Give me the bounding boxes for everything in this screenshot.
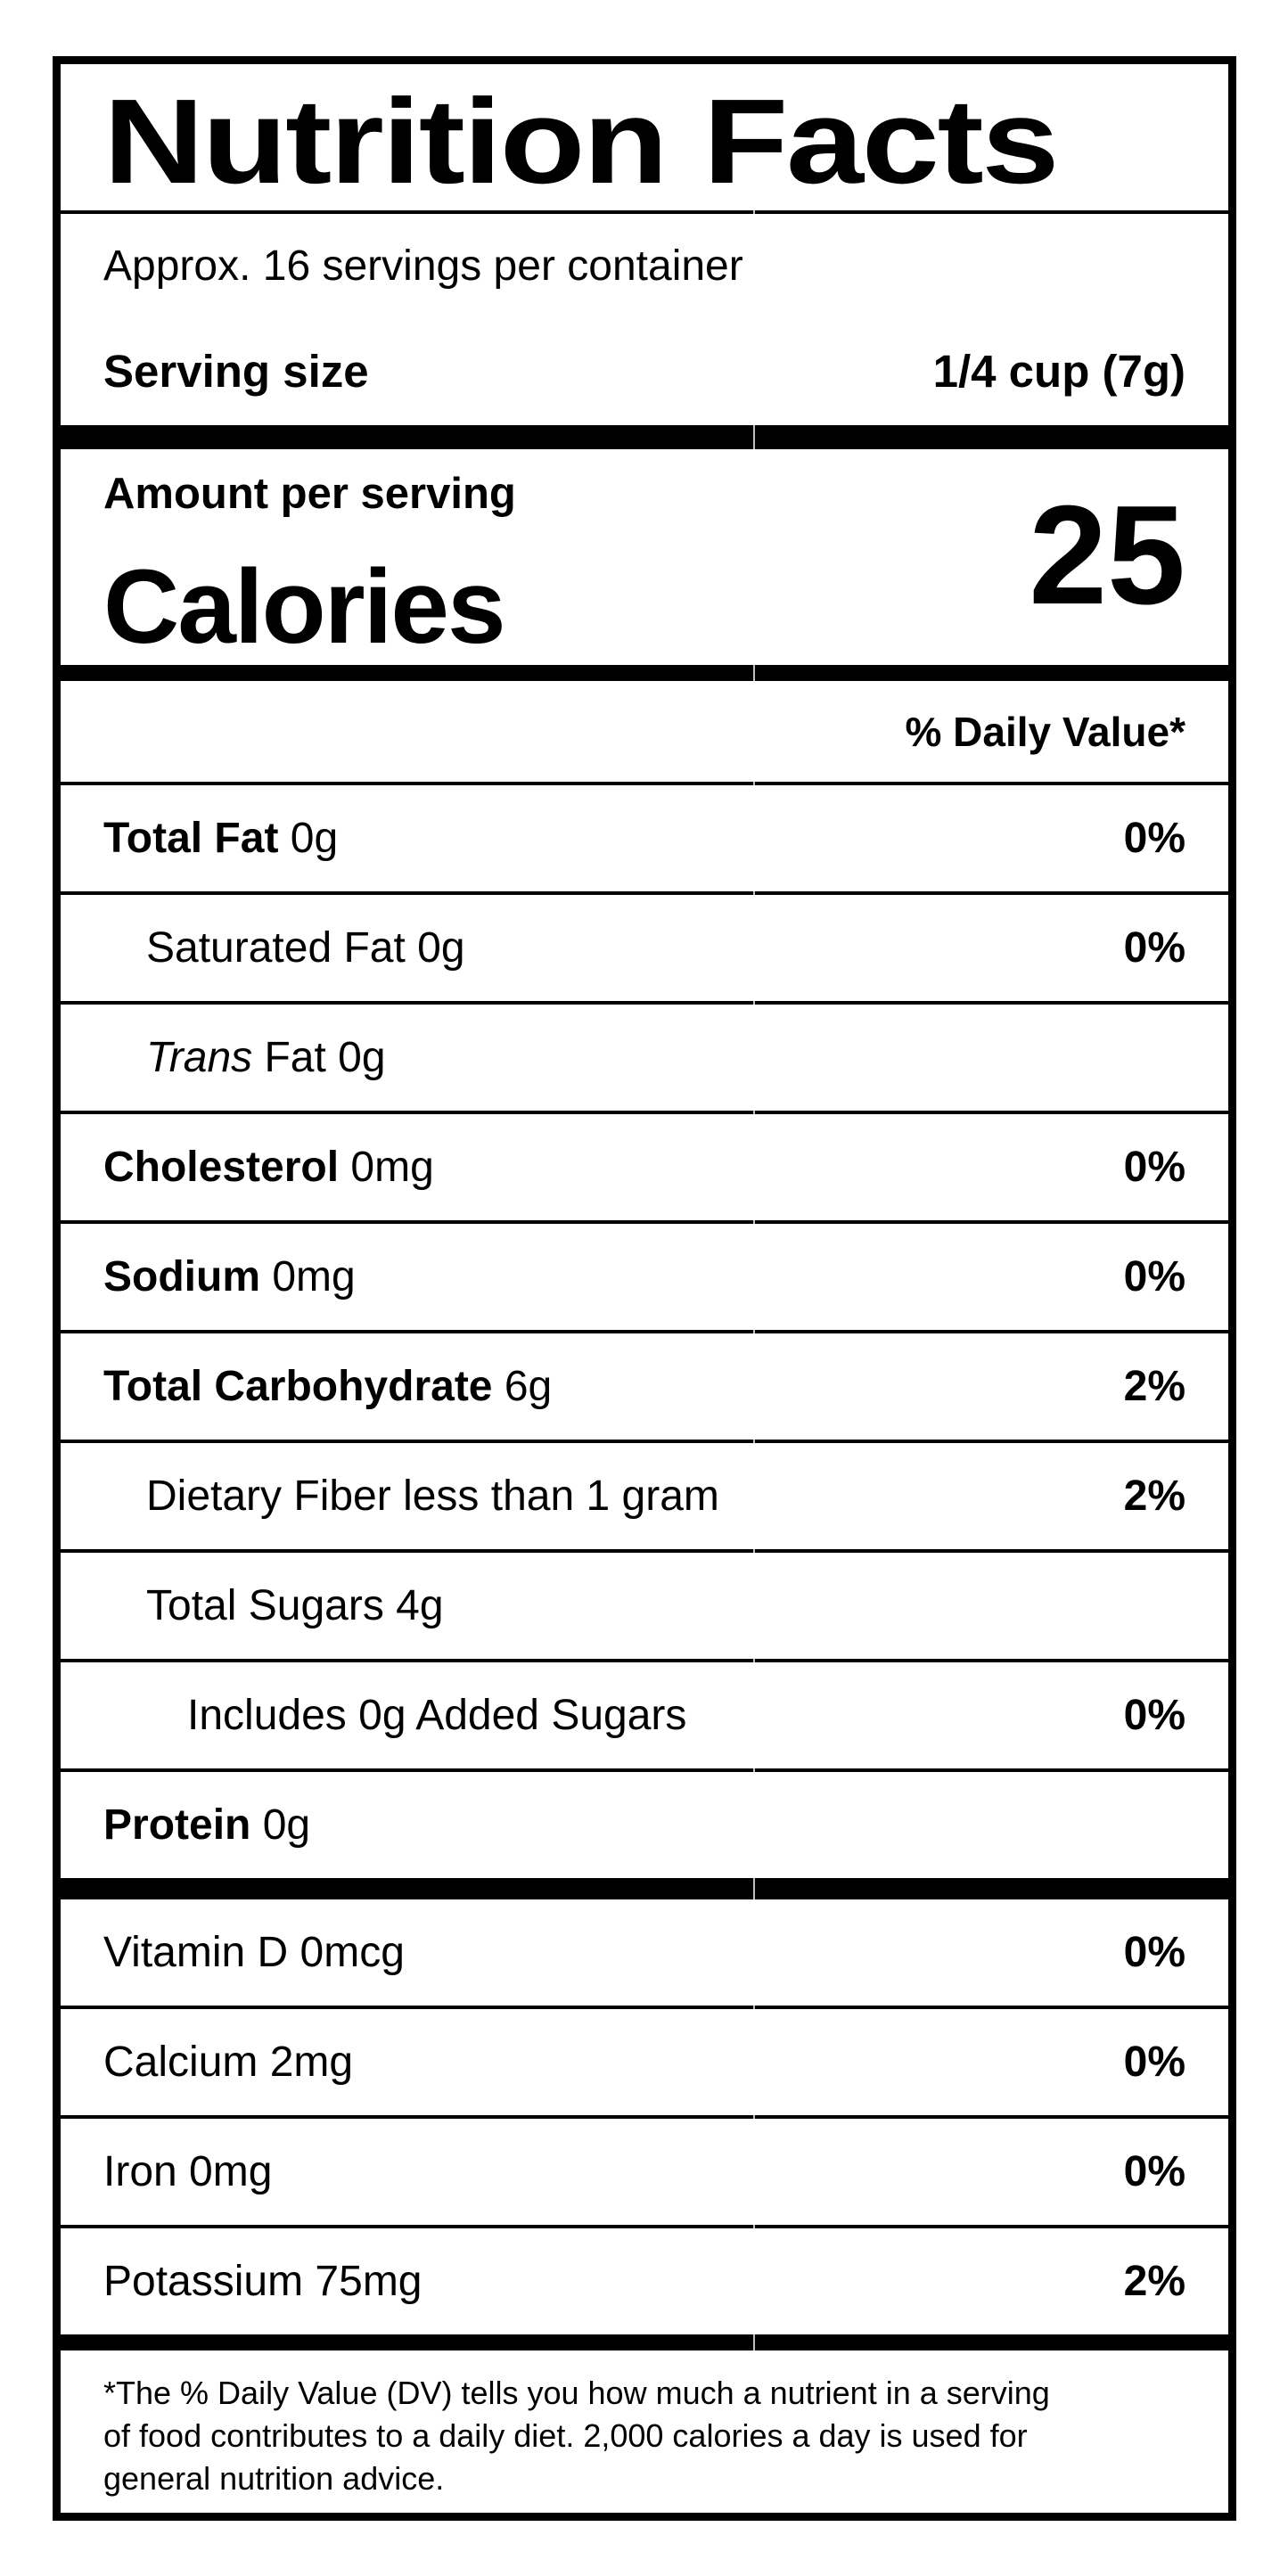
micronutrient-row-1: Calcium 2mg 0%	[61, 2009, 1228, 2115]
page-title: Nutrition Facts	[103, 74, 1059, 209]
footnote-line: *The % Daily Value (DV) tells you how mu…	[103, 2375, 1050, 2411]
daily-value-percent: 0%	[1123, 2039, 1185, 2086]
nutrient-row-2: Trans Fat 0g	[61, 1005, 1228, 1111]
nutrient-name: Potassium 75mg	[103, 2258, 422, 2305]
footnote-line: general nutrition advice.	[103, 2460, 445, 2497]
row-divider	[61, 782, 1228, 785]
label-header: Nutrition Facts	[61, 64, 1228, 210]
daily-value-percent: 2%	[1123, 2258, 1185, 2305]
nutrient-name: Dietary Fiber less than 1 gram	[146, 1473, 719, 1520]
nutrient-name: Iron 0mg	[103, 2148, 273, 2195]
daily-value-footnote: *The % Daily Value (DV) tells you how mu…	[61, 2350, 1228, 2513]
nutrient-row-1: Saturated Fat 0g 0%	[61, 895, 1228, 1001]
thick-separator-bar-protein	[61, 1878, 1228, 1899]
nutrient-name: Cholesterol 0mg	[103, 1144, 434, 1191]
serving-size-row: Serving size 1/4 cup (7g)	[61, 317, 1228, 425]
nutrient-name: Sodium 0mg	[103, 1253, 356, 1300]
row-divider	[61, 1111, 1228, 1114]
nutrient-name: Includes 0g Added Sugars	[187, 1692, 687, 1739]
nutrient-name: Total Carbohydrate 6g	[103, 1363, 553, 1410]
nutrient-name: Total Fat 0g	[103, 815, 339, 862]
nutrient-row-5: Total Carbohydrate 6g 2%	[61, 1333, 1228, 1440]
row-divider	[61, 1440, 1228, 1443]
daily-value-percent: 0%	[1123, 815, 1185, 862]
nutrient-row-4: Sodium 0mg 0%	[61, 1224, 1228, 1330]
servings-per-container: Approx. 16 servings per container	[61, 214, 1228, 317]
row-divider	[61, 891, 1228, 895]
nutrient-row-7: Total Sugars 4g	[61, 1553, 1228, 1659]
nutrient-name: Calcium 2mg	[103, 2039, 354, 2086]
nutrient-name: Total Sugars 4g	[146, 1582, 444, 1629]
nutrient-row-0: Total Fat 0g 0%	[61, 785, 1228, 891]
micronutrient-row-0: Vitamin D 0mcg 0%	[61, 1899, 1228, 2006]
daily-value-percent: 0%	[1123, 924, 1185, 972]
row-divider	[61, 1768, 1228, 1772]
servings-per-container-text: Approx. 16 servings per container	[103, 242, 743, 290]
serving-size-value: 1/4 cup (7g)	[932, 346, 1185, 397]
daily-value-header: % Daily Value*	[905, 708, 1186, 755]
row-divider	[61, 1220, 1228, 1224]
calories-value: 25	[1029, 477, 1185, 634]
daily-value-percent: 0%	[1123, 1144, 1185, 1191]
row-divider	[61, 1659, 1228, 1662]
header-rule	[61, 210, 1228, 214]
row-divider	[61, 2225, 1228, 2228]
daily-value-percent: 0%	[1123, 1692, 1185, 1739]
nutrient-name: Saturated Fat 0g	[146, 924, 465, 972]
nutrient-row-9: Protein 0g	[61, 1772, 1228, 1878]
daily-value-percent: 2%	[1123, 1363, 1185, 1410]
nutrient-row-8: Includes 0g Added Sugars 0%	[61, 1662, 1228, 1768]
medium-separator-bar-calories	[61, 665, 1228, 681]
row-divider	[61, 1549, 1228, 1553]
medium-separator-bar-footnote	[61, 2334, 1228, 2350]
row-divider	[61, 2006, 1228, 2009]
daily-value-percent: 0%	[1123, 2148, 1185, 2195]
nutrient-name: Vitamin D 0mcg	[103, 1929, 405, 1976]
thick-separator-bar-top	[61, 425, 1228, 449]
calories-section: Amount per serving Calories 25	[61, 449, 1228, 665]
amount-per-serving-label: Amount per serving	[103, 470, 516, 518]
nutrient-name: Trans Fat 0g	[146, 1034, 386, 1081]
row-divider	[61, 1330, 1228, 1333]
daily-value-percent: 2%	[1123, 1473, 1185, 1520]
footnote-line: of food contributes to a daily diet. 2,0…	[103, 2417, 1028, 2454]
nutrient-rows-container: Total Fat 0g 0% Saturated Fat 0g 0% Trans Fa…	[61, 782, 1228, 1878]
row-divider	[61, 1001, 1228, 1005]
daily-value-header-row: % Daily Value*	[61, 681, 1228, 782]
calories-label: Calories	[103, 548, 506, 666]
micronutrient-rows-container: Vitamin D 0mcg 0% Calcium 2mg 0% Iron 0mg 0% P…	[61, 1899, 1228, 2334]
micronutrient-row-3: Potassium 75mg 2%	[61, 2228, 1228, 2334]
serving-size-label: Serving size	[103, 346, 369, 397]
nutrient-name: Protein 0g	[103, 1801, 311, 1849]
row-divider	[61, 2115, 1228, 2119]
daily-value-percent: 0%	[1123, 1253, 1185, 1300]
micronutrient-row-2: Iron 0mg 0%	[61, 2119, 1228, 2225]
daily-value-percent: 0%	[1123, 1929, 1185, 1976]
nutrient-row-3: Cholesterol 0mg 0%	[61, 1114, 1228, 1220]
nutrient-row-6: Dietary Fiber less than 1 gram 2%	[61, 1443, 1228, 1549]
nutrition-facts-label: Nutrition Facts Approx. 16 servings per …	[53, 56, 1236, 2521]
